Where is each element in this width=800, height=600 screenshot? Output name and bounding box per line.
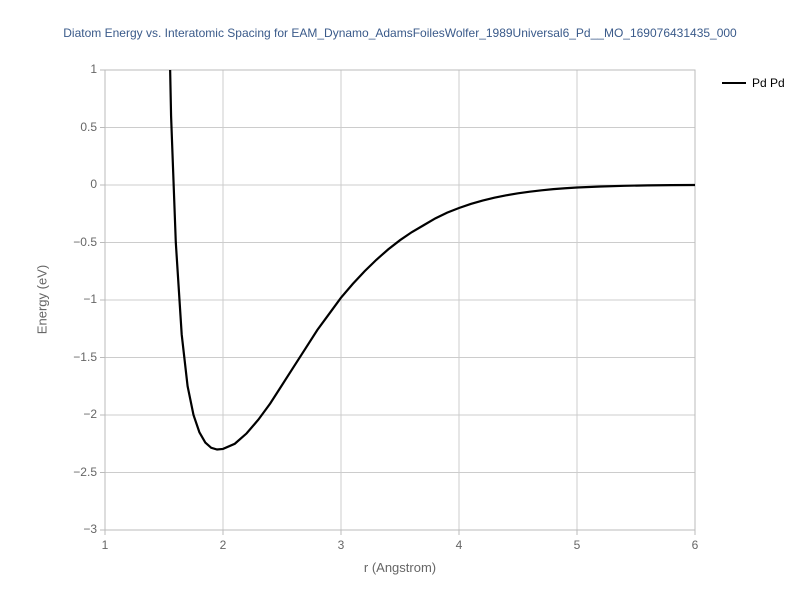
chart-canvas xyxy=(0,0,800,600)
